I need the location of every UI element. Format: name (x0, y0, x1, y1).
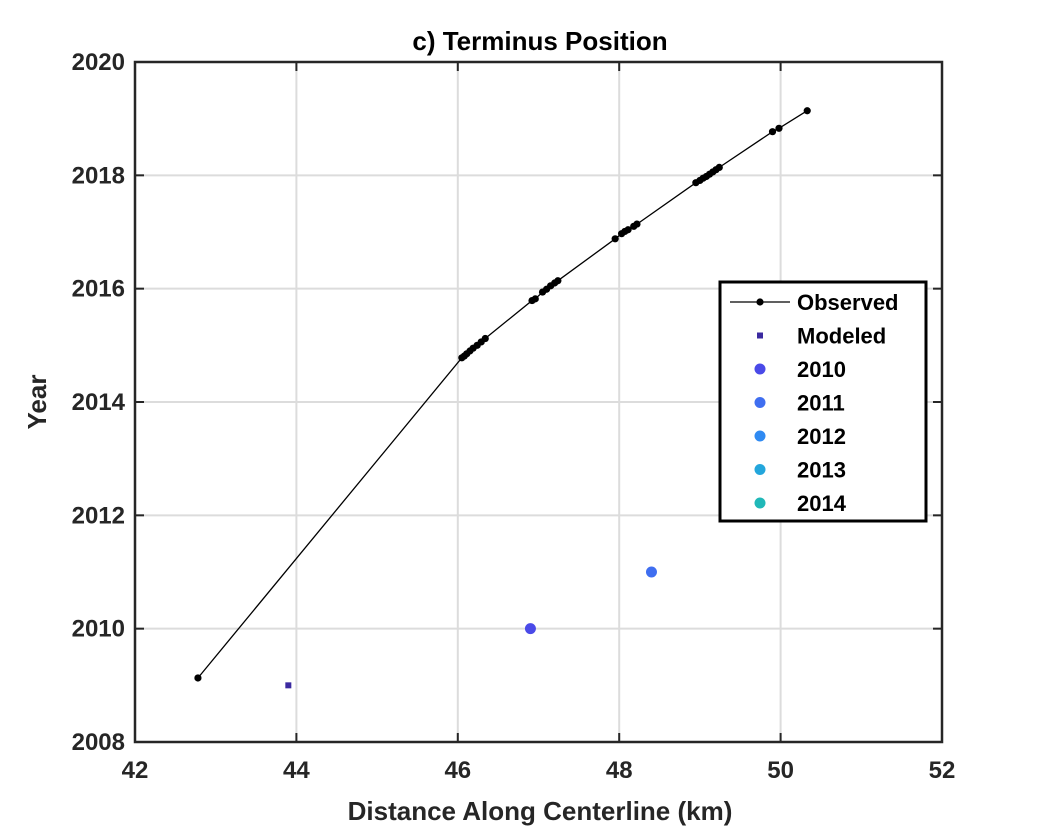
observed-point (624, 226, 632, 234)
y-tick-label: 2012 (72, 502, 125, 529)
observed-point (554, 277, 562, 285)
observed-point (775, 124, 783, 132)
y-tick-label: 2010 (72, 616, 125, 643)
legend-label-2014: 2014 (797, 491, 847, 516)
x-tick-label: 52 (929, 757, 956, 784)
legend-label-2012: 2012 (797, 424, 846, 449)
x-tick-label: 44 (283, 757, 310, 784)
observed-point (768, 128, 777, 136)
legend-observed-marker (756, 298, 764, 306)
y-axis-title: Year (22, 375, 52, 430)
tick-labels: 42 44 46 48 50 52 2008 2010 2012 2014 2016 2018 2020 (72, 49, 956, 784)
legend-label-2010: 2010 (797, 357, 846, 382)
x-tick-label: 46 (444, 757, 471, 784)
legend-label-observed: Observed (797, 290, 899, 315)
y-tick-label: 2008 (72, 729, 125, 756)
x-tick-label: 50 (767, 757, 794, 784)
observed-point (803, 107, 811, 115)
legend-2013-marker (754, 464, 766, 475)
legend-box (718, 280, 928, 523)
legend-2011-marker (754, 397, 766, 408)
year-2010-point (524, 623, 536, 635)
legend-2012-marker (754, 430, 766, 442)
legend: Observed Modeled 2010 2011 2012 2013 2014 (718, 280, 928, 523)
x-tick-label: 42 (122, 757, 149, 784)
modeled-year-point (645, 566, 657, 578)
series-layer (194, 107, 811, 689)
y-tick-label: 2020 (72, 49, 125, 76)
chart-title: c) Terminus Position (412, 26, 667, 56)
x-axis-title: Distance Along Centerline (km) (348, 796, 733, 826)
observed-point (194, 674, 202, 682)
y-tick-label: 2016 (72, 276, 125, 303)
legend-label-2011: 2011 (797, 391, 845, 416)
legend-2014-marker (754, 497, 766, 509)
observed-point (531, 295, 539, 303)
observed-point (633, 220, 641, 228)
observed-point (481, 334, 489, 343)
legend-label-modeled: Modeled (797, 324, 886, 349)
legend-modeled-marker (757, 332, 763, 339)
observed-point (715, 163, 723, 171)
y-tick-label: 2018 (72, 162, 125, 189)
y-tick-label: 2014 (72, 389, 126, 416)
legend-label-2013: 2013 (797, 458, 846, 483)
x-tick-label: 48 (606, 757, 633, 784)
tick-marks (134, 61, 943, 743)
observed-point (611, 235, 619, 243)
legend-2010-marker (754, 363, 766, 375)
modeled-point (285, 682, 292, 689)
